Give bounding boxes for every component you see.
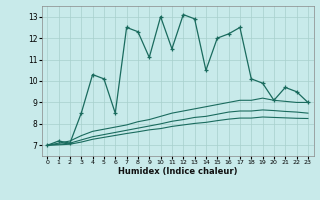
X-axis label: Humidex (Indice chaleur): Humidex (Indice chaleur) [118, 167, 237, 176]
